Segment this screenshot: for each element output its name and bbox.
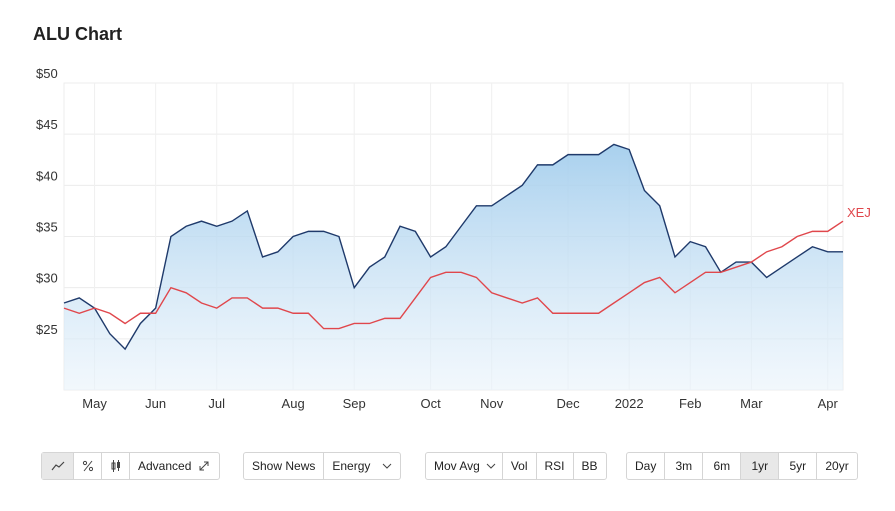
x-tick-label: Nov bbox=[480, 396, 504, 411]
y-tick-label: $45 bbox=[36, 117, 58, 132]
chevron bbox=[486, 463, 496, 469]
advanced-button[interactable]: Advanced bbox=[130, 453, 219, 479]
chart: ALU Chart $25 $30 $35 $40 $45 $50 May Jun Jul Aug… bbox=[33, 24, 871, 411]
button[interactable]: Vol bbox=[503, 453, 537, 479]
x-tick-label: Jun bbox=[145, 396, 166, 411]
show-news-button[interactable]: Show News bbox=[244, 453, 325, 479]
y-tick-label: $25 bbox=[36, 322, 58, 337]
button[interactable]: 20yr bbox=[825, 459, 849, 473]
advanced-label: Advanced bbox=[138, 459, 192, 473]
x-tick-label: 2022 bbox=[615, 396, 644, 411]
area bbox=[64, 144, 843, 390]
button[interactable]: BB bbox=[581, 459, 598, 473]
sector-label: Energy bbox=[332, 459, 371, 473]
range-group: Day 3m 6m 1yr 5yr 20yr bbox=[626, 452, 858, 480]
series-label: XEJ bbox=[847, 205, 871, 220]
x-tick-label: Sep bbox=[343, 396, 366, 411]
y-tick-label: $50 bbox=[36, 66, 58, 81]
x-tick-label: May bbox=[82, 396, 107, 411]
chart-title: ALU Chart bbox=[33, 24, 122, 44]
y-tick-label: $35 bbox=[36, 220, 58, 235]
x-tick-label: Jul bbox=[208, 396, 225, 411]
line bbox=[63, 143, 843, 351]
x-tick-label: Oct bbox=[420, 396, 441, 411]
indicator-group: Mov Avg Vol RSI BB bbox=[425, 452, 607, 480]
x-tick-label: Mar bbox=[740, 396, 763, 411]
x-tick-label: Apr bbox=[818, 396, 839, 411]
line-icon[interactable] bbox=[42, 453, 74, 479]
news-group: Show News Energy bbox=[243, 452, 402, 480]
button[interactable]: 3m bbox=[665, 453, 704, 479]
y-tick-label: $30 bbox=[36, 271, 58, 286]
sector-dropdown[interactable]: Energy bbox=[324, 453, 400, 479]
button[interactable]: Day bbox=[627, 453, 666, 479]
candle-icon[interactable] bbox=[102, 453, 130, 479]
button[interactable]: Mov Avg bbox=[426, 453, 503, 479]
line bbox=[63, 220, 844, 330]
button[interactable]: 1yr bbox=[741, 453, 780, 479]
button[interactable]: 6m bbox=[703, 453, 742, 479]
y-tick-label: $40 bbox=[36, 168, 58, 183]
percent-icon[interactable] bbox=[74, 453, 102, 479]
button[interactable]: RSI bbox=[537, 453, 574, 479]
x-tick-label: Feb bbox=[679, 396, 701, 411]
x-tick-label: Dec bbox=[556, 396, 580, 411]
button[interactable]: 5yr bbox=[779, 453, 818, 479]
x-tick-label: Aug bbox=[282, 396, 305, 411]
chart-type-group: Advanced bbox=[41, 452, 221, 480]
